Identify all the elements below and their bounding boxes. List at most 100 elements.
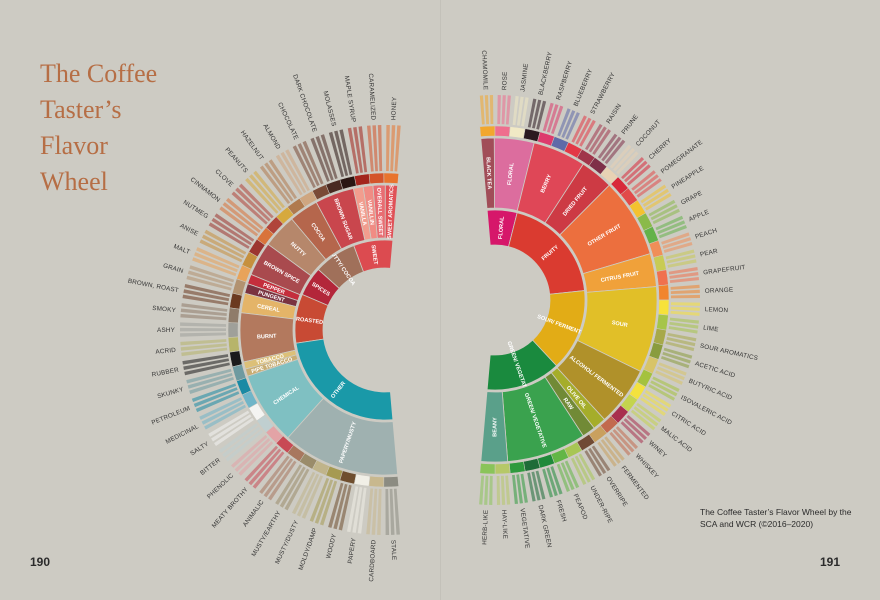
outer-stripe-bitter — [225, 429, 264, 462]
outer-segment-caramelized — [368, 172, 385, 185]
outer-label-dark-chocolate: DARK CHOCOLATE — [291, 74, 318, 134]
outer-segment-acrid — [227, 336, 240, 353]
outer-stripe-coconut — [609, 144, 632, 169]
outer-stripe-lime — [668, 326, 698, 334]
outer-stripe-moldy-damp — [314, 479, 334, 524]
middle-segment-papery-musty — [287, 397, 399, 476]
outer-stripe-hay-like — [505, 475, 511, 505]
outer-stripe-lemon — [670, 310, 700, 316]
outer-label-chamomile: CHAMOMILE — [480, 50, 489, 90]
outer-label-butyric-acid: BUTYRIC ACID — [687, 378, 733, 402]
outer-stripe-hazelnut — [264, 162, 294, 202]
outer-label-animalic: ANIMALIC — [242, 499, 266, 529]
outer-stripe-hazelnut — [268, 159, 298, 200]
outer-stripe-anise — [201, 234, 245, 259]
outer-label-chocolate: CHOCOLATE — [276, 101, 299, 141]
outer-stripe-dark-chocolate — [315, 135, 334, 181]
outer-stripe-molasses — [328, 131, 345, 178]
outer-stripe-malic-acid — [633, 406, 659, 427]
outer-stripe-herb-like — [489, 475, 493, 505]
outer-stripe-honey — [394, 125, 401, 172]
outer-stripe-medicinal — [201, 401, 244, 425]
middle-label-floral: FLORAL — [507, 162, 516, 186]
outer-label-smoky: SMOKY — [152, 305, 177, 314]
inner-segment-roasted — [294, 293, 329, 344]
outer-stripe-peanuts — [245, 177, 279, 214]
outer-stripe-vegetative — [520, 473, 528, 503]
outer-stripe-stale — [393, 488, 400, 535]
outer-stripe-orange — [670, 284, 700, 290]
outer-label-cherry: CHERRY — [648, 137, 674, 161]
outer-segment-animalic — [287, 444, 306, 463]
middle-segment-nutty — [267, 218, 327, 277]
outer-stripe-phenolic — [231, 434, 268, 468]
outer-stripe-rose — [497, 95, 501, 125]
outer-segment-moldy-damp — [325, 465, 344, 481]
page-number-right: 191 — [820, 555, 841, 569]
outer-stripe-acetic-acid — [660, 355, 690, 369]
outer-stripe-stale — [389, 488, 395, 535]
outer-stripe-rose — [505, 95, 511, 125]
outer-stripe-salty — [211, 414, 252, 442]
outer-stripe-raspberry — [550, 105, 564, 135]
outer-label-musty-dusty: MUSTY/DUSTY — [274, 519, 300, 565]
outer-segment-vegetative — [509, 461, 526, 474]
outer-stripe-moldy-damp — [319, 480, 338, 526]
outer-stripe-petroleum — [191, 383, 237, 403]
outer-label-bitter: BITTER — [199, 457, 222, 477]
outer-segment-fresh — [537, 453, 555, 469]
outer-stripe-peapod — [560, 462, 575, 491]
figure-caption: The Coffee Taster’s Flavor Wheel by the … — [700, 507, 852, 529]
outer-label-blackberry: BLACKBERRY — [538, 51, 555, 96]
outer-stripe-salty — [214, 417, 254, 447]
outer-label-acrid: ACRID — [155, 347, 176, 356]
outer-stripe-isovaleric-acid — [650, 380, 678, 397]
outer-stripe-under-ripe — [578, 453, 596, 481]
outer-stripe-skunky — [187, 372, 233, 389]
outer-stripe-grain — [189, 265, 235, 283]
outer-stripe-pomegranate — [636, 178, 662, 198]
outer-label-almond: ALMOND — [261, 123, 281, 151]
outer-stripe-peach — [663, 241, 693, 253]
outer-stripe-meaty-brothy — [244, 445, 279, 482]
outer-label-lemon: LEMON — [705, 306, 729, 314]
outer-stripe-hazelnut — [259, 165, 291, 205]
outer-label-medicinal: MEDICINAL — [165, 423, 201, 446]
outer-stripe-raspberry — [546, 104, 559, 133]
outer-label-peanuts: PEANUTS — [223, 146, 249, 174]
middle-label-overall-sweet: OVERALL SWEET — [375, 187, 383, 236]
outer-stripe-caramelized — [366, 125, 374, 172]
middle-label-cereal: CEREAL — [257, 304, 281, 314]
outer-segment-chocolate — [311, 184, 330, 201]
outer-stripe-maple-syrup — [353, 126, 363, 173]
outer-stripe-grape — [652, 208, 680, 225]
outer-stripe-nutmeg — [211, 217, 252, 246]
outer-label-dark-green: DARK GREEN — [537, 504, 553, 548]
outer-stripe-raisin — [592, 129, 611, 155]
outer-stripe-fermented — [600, 438, 621, 464]
outer-label-prune: PRUNE — [620, 113, 640, 136]
outer-stripe-winey — [620, 421, 644, 444]
outer-stripe-sour-aromatics — [665, 341, 695, 352]
outer-stripe-skunky — [186, 368, 232, 384]
outer-segment-sour-aromatics — [653, 328, 667, 346]
outer-stripe-fresh — [542, 468, 554, 498]
outer-label-caramelized: CARAMELIZED — [367, 73, 377, 121]
outer-stripe-molasses — [334, 130, 349, 176]
outer-stripe-peanuts — [253, 170, 285, 209]
outer-label-cinnamon: CINNAMON — [189, 176, 222, 204]
outer-stripe-apple — [657, 220, 686, 235]
outer-stripe-peapod — [564, 460, 580, 489]
outer-stripe-strawberry — [575, 117, 592, 145]
page-fold — [440, 0, 441, 600]
outer-label-nutmeg: NUTMEG — [182, 199, 210, 220]
outer-segment-blackberry — [523, 128, 541, 142]
outer-stripe-chocolate — [297, 143, 320, 187]
outer-segment-orange — [658, 284, 670, 301]
outer-label-raisin: RAISIN — [605, 102, 623, 125]
outer-stripe-smoky — [180, 308, 227, 317]
outer-segment-ashy — [227, 322, 239, 338]
outer-segment-papery — [353, 473, 371, 487]
outer-stripe-skunky — [189, 377, 234, 394]
